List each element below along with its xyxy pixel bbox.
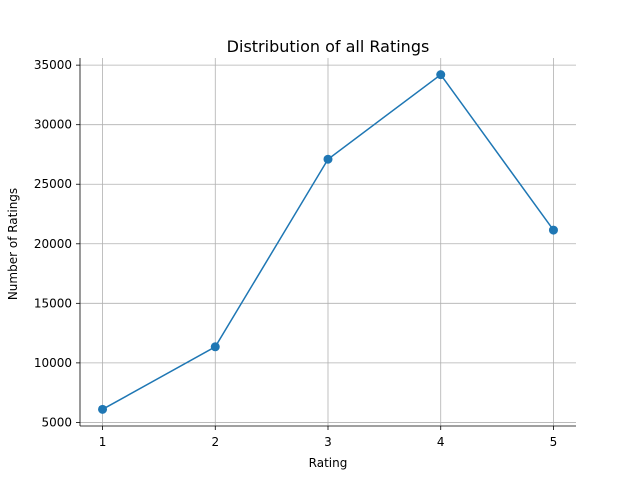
y-tick-label: 25000 — [34, 177, 72, 191]
data-point — [323, 154, 333, 164]
y-tick-label: 20000 — [34, 237, 72, 251]
y-tick-label: 5000 — [41, 415, 72, 429]
series-group — [98, 70, 558, 414]
data-point — [548, 225, 558, 235]
data-point — [210, 342, 220, 352]
x-tick-label: 5 — [550, 435, 558, 449]
x-tick-label: 1 — [99, 435, 107, 449]
y-tick-label: 10000 — [34, 356, 72, 370]
y-axis-label: Number of Ratings — [6, 188, 20, 300]
x-axis-label: Rating — [309, 456, 348, 470]
x-tick-label: 4 — [437, 435, 445, 449]
y-tick-label: 35000 — [34, 58, 72, 72]
data-point — [436, 70, 446, 80]
grid — [80, 58, 576, 426]
data-point — [98, 404, 108, 414]
chart-title: Distribution of all Ratings — [227, 37, 430, 56]
y-tick-label: 30000 — [34, 118, 72, 132]
y-tick-label: 15000 — [34, 296, 72, 310]
x-axis-ticks: 1 2 3 4 5 — [99, 426, 558, 449]
x-tick-label: 3 — [324, 435, 332, 449]
x-tick-label: 2 — [211, 435, 219, 449]
y-axis-ticks: 5000 10000 15000 20000 25000 30000 35000 — [34, 58, 80, 429]
